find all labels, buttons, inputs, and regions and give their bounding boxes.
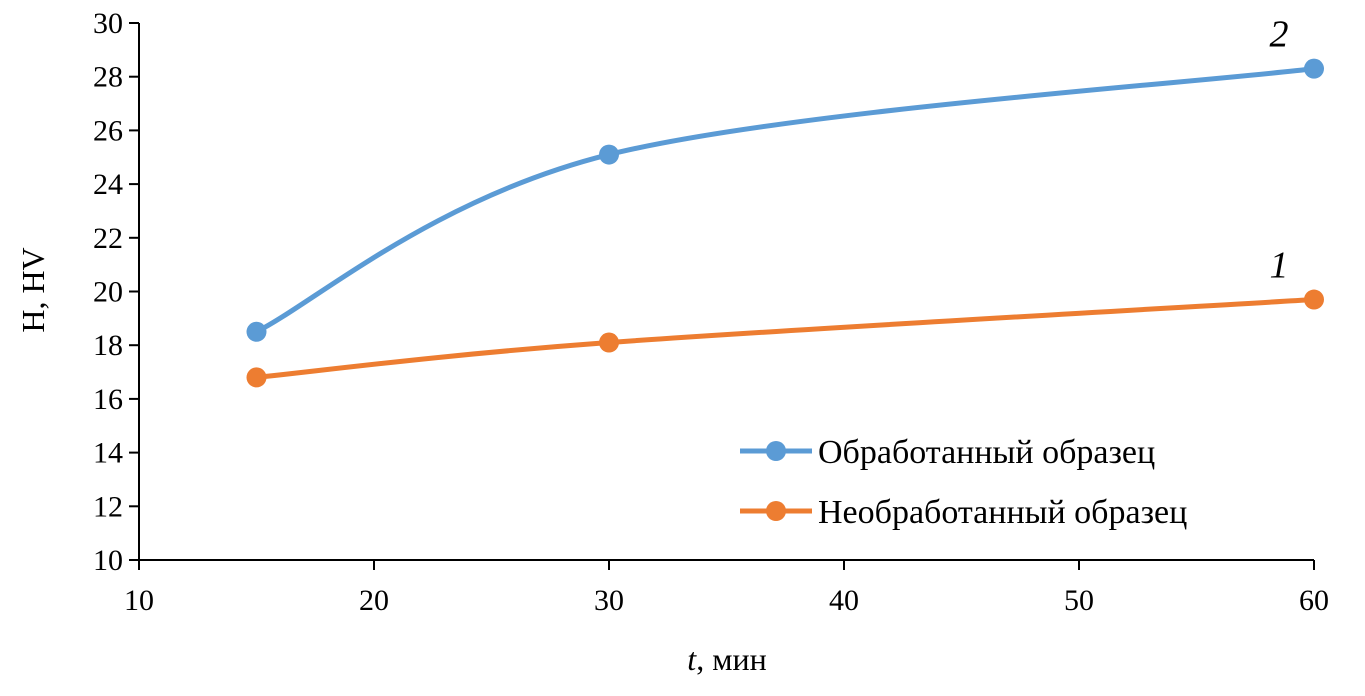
data-point xyxy=(599,332,619,353)
y-tick-label: 18 xyxy=(93,329,123,362)
curve-label: 2 xyxy=(1270,14,1289,56)
y-tick-label: 12 xyxy=(93,490,123,523)
legend-label: Необработанный образец xyxy=(818,494,1187,531)
series-layer: 21 xyxy=(246,14,1324,388)
legend: Обработанный образец Необработанный образ… xyxy=(740,434,1187,531)
data-point xyxy=(1304,289,1324,310)
data-point xyxy=(246,321,267,342)
y-axis-title: H, HV xyxy=(15,247,51,332)
y-tick-label: 22 xyxy=(93,222,123,255)
data-point xyxy=(246,367,267,388)
x-tick-label: 60 xyxy=(1299,584,1329,617)
y-tick-label: 10 xyxy=(93,544,123,577)
legend-label: Обработанный образец xyxy=(818,434,1155,471)
x-axis-variable: t xyxy=(687,641,697,677)
y-tick-label: 16 xyxy=(93,383,123,416)
legend-item-2: Необработанный образец xyxy=(740,494,1187,531)
legend-marker xyxy=(766,441,786,461)
x-axis-unit: , мин xyxy=(696,641,767,677)
data-point xyxy=(599,144,619,165)
x-tick-label: 10 xyxy=(124,584,154,617)
data-point xyxy=(1304,58,1324,79)
y-tick-label: 26 xyxy=(93,114,123,147)
y-tick-label: 24 xyxy=(93,168,123,201)
series-2: 1 xyxy=(246,245,1324,388)
series-line xyxy=(254,297,1317,380)
x-tick-label: 50 xyxy=(1064,584,1094,617)
x-axis-title: t, мин xyxy=(687,641,766,677)
series-line xyxy=(254,66,1317,335)
series-1: 2 xyxy=(246,14,1324,342)
y-tick-label: 20 xyxy=(93,276,123,309)
y-tick-label: 28 xyxy=(93,61,123,94)
curve-label: 1 xyxy=(1270,245,1289,287)
x-tick-label: 30 xyxy=(594,584,624,617)
legend-marker xyxy=(766,501,786,521)
y-tick-label: 14 xyxy=(93,437,123,470)
x-tick-label: 20 xyxy=(359,584,389,617)
legend-item-1: Обработанный образец xyxy=(740,434,1155,471)
y-tick-label: 30 xyxy=(93,7,123,40)
x-tick-label: 40 xyxy=(829,584,859,617)
